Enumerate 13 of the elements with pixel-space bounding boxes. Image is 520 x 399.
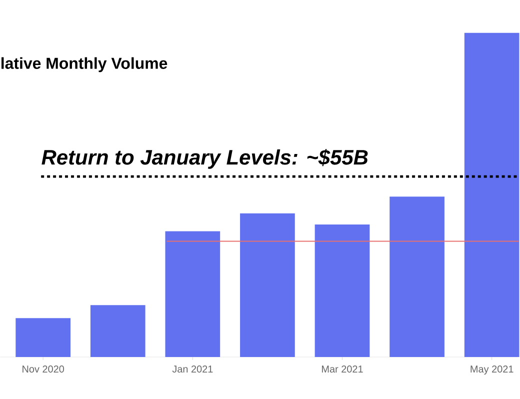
bar	[240, 213, 295, 358]
x-tick-label: Jan 2021	[172, 366, 213, 373]
bar	[390, 196, 444, 358]
bar	[90, 305, 146, 358]
x-tick-label: Nov 2020	[22, 366, 64, 373]
x-tick-label: May 2021	[470, 366, 514, 375]
bar	[165, 231, 220, 358]
ref-line-label: Return to January Levels: ~$55B	[42, 149, 368, 169]
bar	[314, 224, 370, 358]
bar	[464, 32, 520, 358]
text: lative Monthly Volume	[2, 57, 168, 72]
x-tick-label: Mar 2021	[322, 366, 363, 373]
bar	[16, 318, 71, 358]
